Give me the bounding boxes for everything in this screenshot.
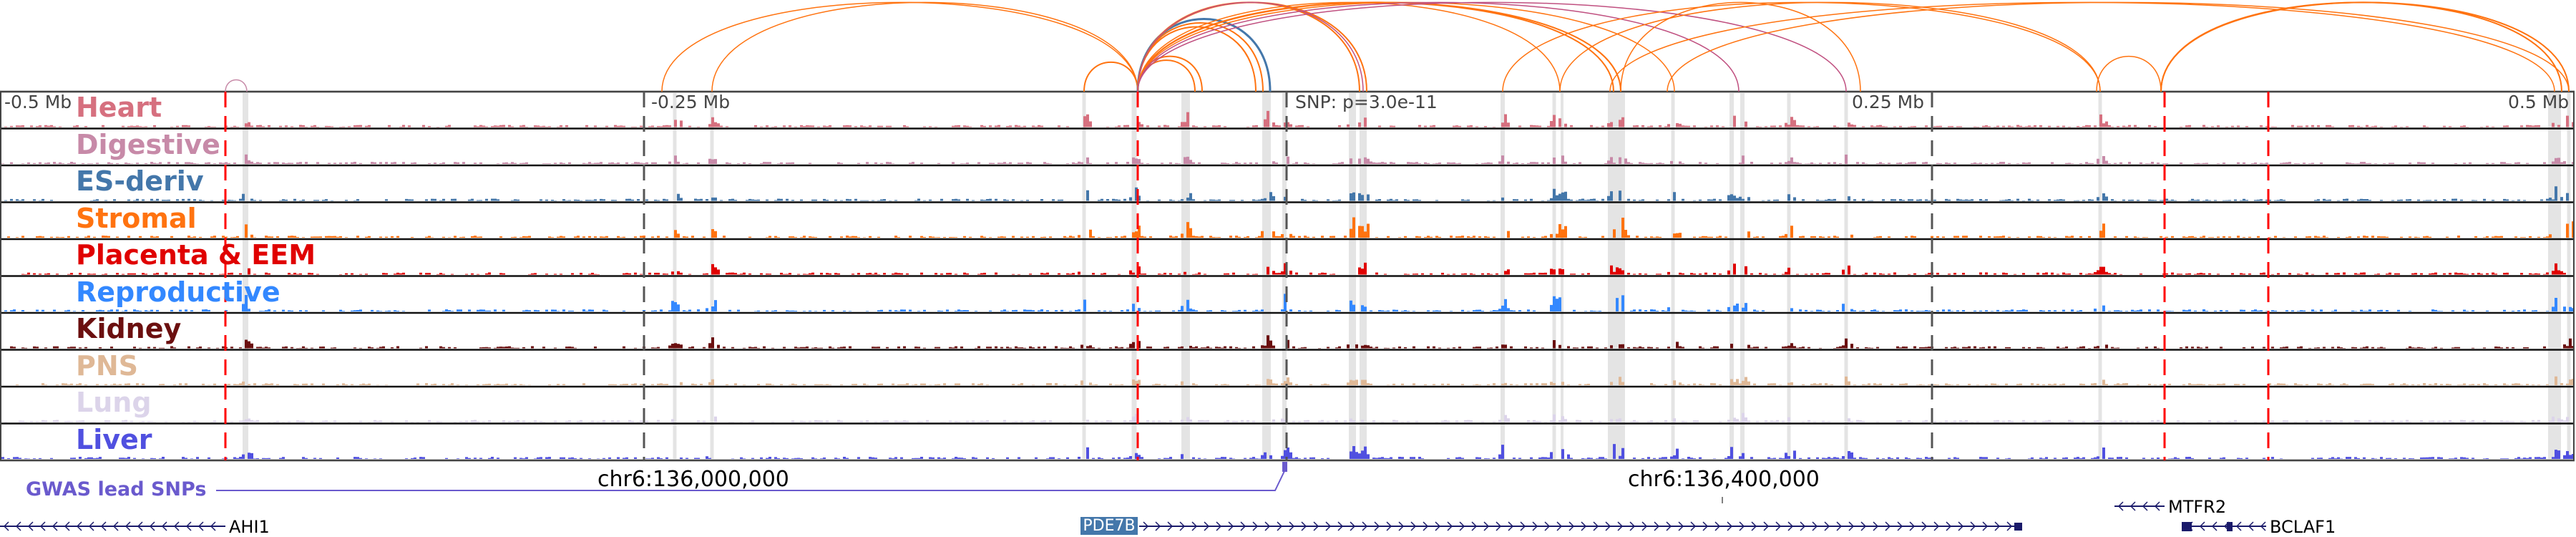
signal-placenta-eem bbox=[21, 262, 2566, 275]
track-label-reproductive: Reproductive bbox=[76, 276, 280, 308]
loop-arc bbox=[1609, 1, 2555, 92]
loop-arc bbox=[1137, 1, 1740, 92]
gene-label-bclaf1[interactable]: BCLAF1 bbox=[2270, 517, 2336, 537]
loop-arc bbox=[1559, 1, 2101, 92]
loop-arc bbox=[1137, 1, 1621, 92]
loop-arc bbox=[1137, 1, 1847, 92]
track-label-placenta-eem: Placenta & EEM bbox=[76, 239, 316, 271]
loop-arc bbox=[2160, 1, 2562, 92]
gwas-connector-line bbox=[216, 470, 1285, 491]
track-label-heart: Heart bbox=[76, 92, 162, 123]
gene-label-ahi1[interactable]: AHI1 bbox=[229, 517, 270, 537]
axis-label-midleft: -0.25 Mb bbox=[651, 92, 731, 112]
signal-kidney bbox=[10, 335, 2575, 349]
gene-mtfr2-strand-arrows bbox=[2117, 501, 2160, 511]
axis-label-left: -0.5 Mb bbox=[4, 92, 72, 112]
snp-pvalue-label: SNP: p=3.0e-11 bbox=[1295, 92, 1438, 112]
track-label-liver: Liver bbox=[76, 423, 152, 455]
gene-label-mtfr2[interactable]: MTFR2 bbox=[2168, 497, 2227, 517]
coordinate-label-1: chr6:136,000,000 bbox=[597, 467, 789, 492]
loop-arc bbox=[1137, 1, 1614, 92]
track-label-kidney: Kidney bbox=[76, 313, 182, 344]
signal-liver bbox=[1, 444, 2575, 459]
loop-arc bbox=[711, 1, 1138, 92]
gene-pde7b-exon bbox=[2014, 523, 2022, 531]
loop-arc bbox=[1667, 1, 2570, 92]
gwas-snp-mark bbox=[1282, 462, 1287, 472]
track-label-lung: Lung bbox=[76, 387, 152, 418]
gene-ahi1-strand-arrows bbox=[3, 521, 216, 531]
loop-arc bbox=[661, 1, 1138, 92]
track-label-es-deriv: ES-deriv bbox=[76, 165, 204, 197]
loop-arc bbox=[1137, 1, 1364, 92]
signal-heart bbox=[4, 110, 2575, 127]
loop-arc bbox=[2096, 56, 2162, 92]
signal-reproductive bbox=[4, 294, 2575, 311]
coordinate-label-2: chr6:136,400,000 bbox=[1628, 467, 1820, 492]
signal-digestive bbox=[1, 154, 2575, 164]
axis-label-midright: 0.25 Mb bbox=[1852, 92, 1925, 112]
gene-pde7b-strand-arrows bbox=[1143, 521, 2013, 531]
loop-arc bbox=[1620, 1, 1861, 92]
loop-arc bbox=[1083, 61, 1138, 92]
loop-arc bbox=[1137, 1, 1561, 92]
signal-stromal bbox=[7, 217, 2575, 238]
track-label-digestive: Digestive bbox=[76, 128, 220, 160]
gwas-track-label: GWAS lead SNPs bbox=[26, 478, 207, 500]
signal-pns bbox=[16, 376, 2575, 385]
track-label-pns: PNS bbox=[76, 349, 139, 382]
gene-label-pde7b[interactable]: PDE7B bbox=[1080, 517, 1138, 535]
gene-bclaf1-exon bbox=[2227, 522, 2233, 531]
loop-arc bbox=[225, 79, 248, 92]
gene-bclaf1-exon bbox=[2182, 522, 2192, 531]
loop-arc bbox=[2160, 1, 2570, 92]
track-label-stromal: Stromal bbox=[76, 202, 197, 234]
axis-label-right: 0.5 Mb bbox=[2508, 92, 2570, 112]
